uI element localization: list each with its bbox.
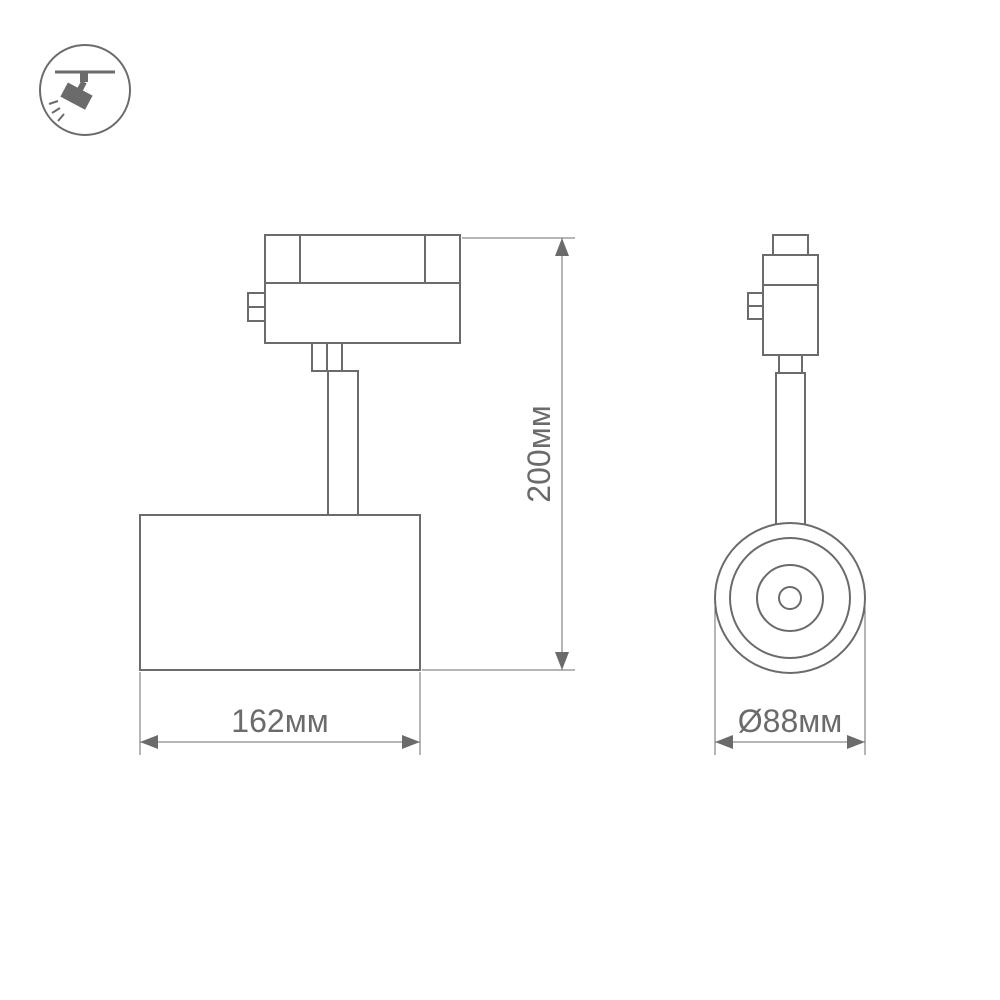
technical-drawing: 162мм 200мм Ø88мм <box>0 0 1000 1000</box>
width-label: 162мм <box>231 703 328 739</box>
side-view: 162мм 200мм <box>140 235 575 755</box>
height-label: 200мм <box>521 405 557 502</box>
spotlight-icon <box>40 45 130 135</box>
diameter-label: Ø88мм <box>738 703 842 739</box>
front-view: Ø88мм <box>715 235 865 755</box>
